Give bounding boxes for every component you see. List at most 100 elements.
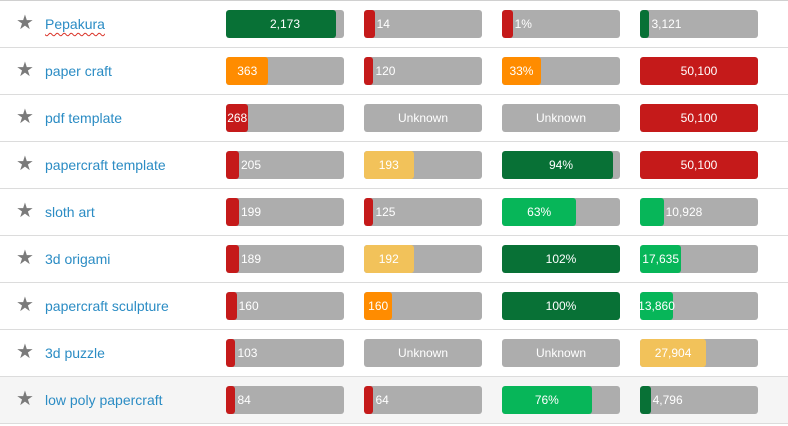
keyword-link[interactable]: low poly papercraft — [45, 392, 163, 408]
metric-bar-fill — [226, 57, 269, 85]
metric-value: 100% — [545, 299, 577, 313]
metric-value: 13,860 — [640, 299, 675, 313]
metric-bar: 160 — [364, 292, 482, 320]
metric-bar-fill — [502, 245, 620, 273]
metric-bar: 76% — [502, 386, 620, 414]
metric-bar-fill — [640, 10, 650, 38]
metric-bar: 1% — [502, 10, 620, 38]
metric-bar-fill — [640, 339, 707, 367]
metric-value: 363 — [237, 64, 258, 78]
table-row: ★ sloth art 199 125 63% 10,928 — [0, 189, 788, 236]
keyword-link[interactable]: 3d puzzle — [45, 345, 105, 361]
keyword-link[interactable]: papercraft sculpture — [45, 298, 169, 314]
metric-bar: 268 — [226, 104, 344, 132]
metric-bar: 160 — [226, 292, 344, 320]
keyword-link[interactable]: pdf template — [45, 110, 123, 126]
metric-bar: 199 — [226, 198, 344, 226]
metric-value: 64 — [375, 393, 389, 407]
metric-bar-fill — [364, 386, 374, 414]
metric-bar: 189 — [226, 245, 344, 273]
metric-bar-fill — [226, 151, 239, 179]
metric-value: 50,100 — [680, 64, 718, 78]
metric-bar: 193 — [364, 151, 482, 179]
metric-value: 10,928 — [665, 205, 703, 219]
star-icon[interactable]: ★ — [16, 106, 34, 128]
metric-bar: 103 — [226, 339, 344, 367]
metric-value: 189 — [240, 252, 261, 266]
metric-bar: 13,860 — [640, 292, 758, 320]
star-icon[interactable]: ★ — [16, 294, 34, 316]
metric-bar-fill — [364, 57, 374, 85]
metric-bar: 94% — [502, 151, 620, 179]
star-icon[interactable]: ★ — [16, 388, 34, 410]
metric-value: 102% — [545, 252, 577, 266]
metric-value: Unknown — [397, 111, 449, 125]
metric-bar-fill — [502, 198, 577, 226]
metric-value: 17,635 — [642, 252, 679, 266]
metric-value: 125 — [375, 205, 396, 219]
metric-bar-fill — [364, 151, 414, 179]
metric-bar: 50,100 — [640, 151, 758, 179]
keyword-link[interactable]: Pepakura — [45, 16, 105, 32]
metric-bar: 64 — [364, 386, 482, 414]
metric-value: 84 — [237, 393, 251, 407]
keyword-link[interactable]: 3d origami — [45, 251, 111, 267]
star-icon[interactable]: ★ — [16, 341, 34, 363]
metric-value: 199 — [240, 205, 261, 219]
metric-bar: 205 — [226, 151, 344, 179]
keyword-link[interactable]: sloth art — [45, 204, 95, 220]
metric-bar: Unknown — [364, 339, 482, 367]
metric-bar: 50,100 — [640, 57, 758, 85]
metric-value: 192 — [378, 252, 399, 266]
metric-value: 27,904 — [654, 346, 692, 360]
metric-bar-fill — [226, 198, 239, 226]
metric-bar: 27,904 — [640, 339, 758, 367]
star-icon[interactable]: ★ — [16, 59, 34, 81]
metric-bar-fill — [226, 104, 249, 132]
metric-value: 205 — [240, 158, 261, 172]
table-row: ★ Pepakura 2,173 14 1% 3,121 — [0, 1, 788, 48]
metric-bar-fill — [502, 292, 620, 320]
metric-bar-fill — [226, 292, 237, 320]
star-icon[interactable]: ★ — [16, 153, 34, 175]
metric-bar: 4,796 — [640, 386, 758, 414]
metric-value: 2,173 — [269, 17, 301, 31]
metric-bar-fill — [226, 339, 236, 367]
table-row: ★ papercraft sculpture 160 160 100% 13,860 — [0, 283, 788, 330]
metric-value: Unknown — [535, 111, 587, 125]
metric-bar: 102% — [502, 245, 620, 273]
metric-value: 103 — [237, 346, 258, 360]
metric-value: 193 — [378, 158, 399, 172]
metric-value: 33% — [509, 64, 534, 78]
metric-bar-fill — [502, 151, 613, 179]
metric-bar: Unknown — [364, 104, 482, 132]
metric-value: 94% — [548, 158, 574, 172]
metric-bar-fill — [226, 10, 336, 38]
metric-bar: 84 — [226, 386, 344, 414]
metric-value: 268 — [227, 111, 248, 125]
metric-value: Unknown — [535, 346, 587, 360]
metric-bar: 125 — [364, 198, 482, 226]
metric-bar: 17,635 — [640, 245, 758, 273]
metric-value: 63% — [527, 205, 552, 219]
metric-bar: 33% — [502, 57, 620, 85]
metric-bar-fill — [364, 10, 375, 38]
star-icon[interactable]: ★ — [16, 200, 34, 222]
metric-value: 76% — [534, 393, 559, 407]
star-icon[interactable]: ★ — [16, 12, 34, 34]
metric-bar-fill — [640, 386, 651, 414]
keyword-link[interactable]: paper craft — [45, 63, 112, 79]
metric-bar-fill — [640, 198, 664, 226]
metric-bar-fill — [640, 104, 758, 132]
table-row: ★ pdf template 268 Unknown Unknown 50,100 — [0, 95, 788, 142]
metric-bar: 50,100 — [640, 104, 758, 132]
metric-bar: Unknown — [502, 104, 620, 132]
metric-bar-fill — [364, 292, 393, 320]
star-icon[interactable]: ★ — [16, 247, 34, 269]
table-row: ★ 3d puzzle 103 Unknown Unknown 27,904 — [0, 330, 788, 377]
keyword-link[interactable]: papercraft template — [45, 157, 166, 173]
metric-value: 14 — [376, 17, 390, 31]
metric-value: 160 — [238, 299, 259, 313]
metric-bar: 10,928 — [640, 198, 758, 226]
